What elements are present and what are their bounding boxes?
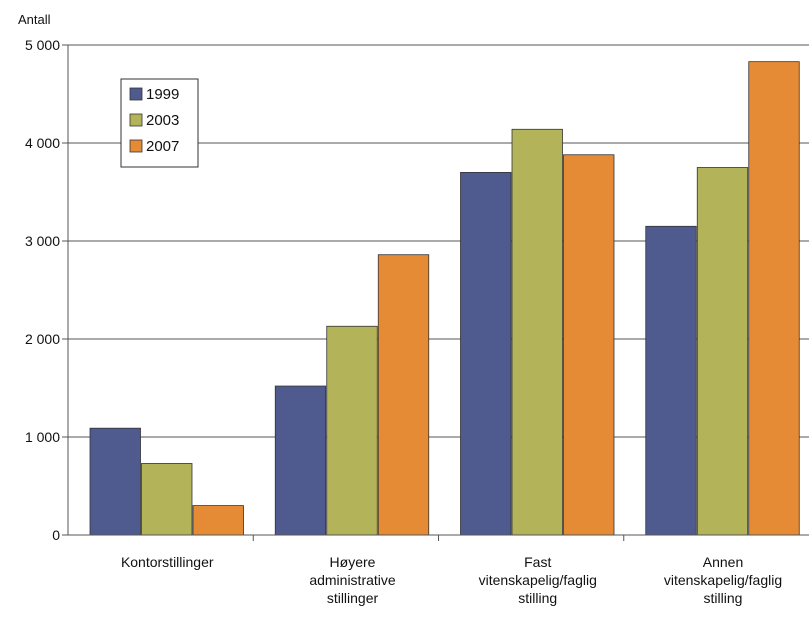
- legend-swatch: [129, 113, 143, 127]
- bar-1999: [89, 427, 141, 536]
- y-axis-title: Antall: [18, 12, 51, 27]
- legend-label: 2003: [146, 112, 179, 129]
- legend-swatch: [129, 87, 143, 101]
- y-tick-label: 4 000: [25, 135, 60, 151]
- legend: 1999 2003 2007: [120, 78, 199, 168]
- bar-2003: [696, 167, 749, 536]
- bar-2003: [141, 463, 193, 536]
- legend-swatch: [129, 139, 143, 153]
- legend-label: 2007: [146, 138, 179, 155]
- bar-1999: [645, 225, 697, 536]
- bar-2003: [511, 128, 563, 536]
- bar-2007: [377, 254, 430, 536]
- y-tick-label: 3 000: [25, 233, 60, 249]
- y-axis-ticks: 0 1 000 2 000 3 000 4 000 5 000: [25, 37, 68, 543]
- bar-2003: [326, 325, 378, 536]
- legend-label: 1999: [146, 86, 179, 103]
- y-tick-label: 0: [52, 527, 60, 543]
- bar-2007: [748, 61, 800, 536]
- x-category-label: Fast vitenskapelig/faglig stilling: [479, 554, 597, 606]
- y-tick-label: 2 000: [25, 331, 60, 347]
- bar-2007: [563, 154, 615, 536]
- bar-1999: [274, 385, 327, 536]
- x-category-label: Høyere administrative stillinger: [309, 554, 396, 606]
- bar-1999: [460, 171, 512, 536]
- x-category-label: Kontorstillinger: [121, 554, 214, 570]
- x-category-label: Annen vitenskapelig/faglig stilling: [664, 554, 782, 606]
- x-axis: Kontorstillinger Høyere administrative stil…: [67, 45, 809, 606]
- y-tick-label: 5 000: [25, 37, 60, 53]
- y-tick-label: 1 000: [25, 429, 60, 445]
- bar-2007: [192, 505, 244, 536]
- bars: [89, 61, 800, 536]
